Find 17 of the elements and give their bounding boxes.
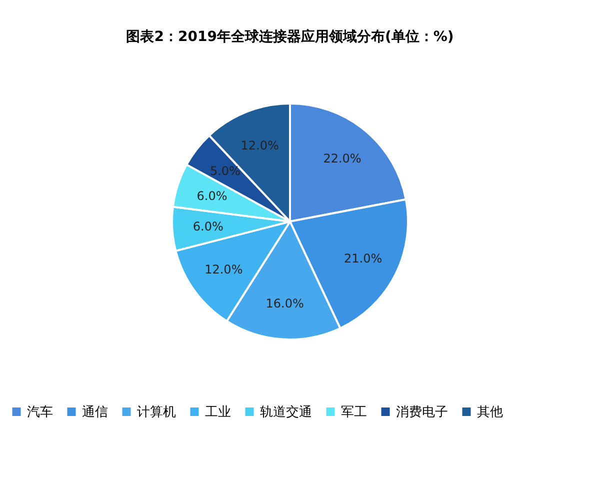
legend-label: 消费电子 xyxy=(396,404,448,420)
legend-label: 汽车 xyxy=(27,404,53,420)
data-label: 6.0% xyxy=(192,220,224,234)
data-label: 21.0% xyxy=(344,252,382,266)
data-label: 16.0% xyxy=(266,296,304,310)
legend-label: 工业 xyxy=(205,404,231,420)
data-label: 12.0% xyxy=(240,138,279,152)
legend-label: 军工 xyxy=(341,404,367,420)
legend-label: 通信 xyxy=(82,404,108,420)
data-label: 5.0% xyxy=(210,164,240,178)
data-label: 22.0% xyxy=(323,151,362,166)
legend-label: 其他 xyxy=(477,404,503,420)
chart-title: 图表2：2019年全球连接器应用领域分布(单位：%) xyxy=(126,28,454,45)
legend-label: 计算机 xyxy=(137,404,176,420)
data-label: 6.0% xyxy=(196,189,228,204)
data-label: 12.0% xyxy=(204,262,243,277)
legend-label: 轨道交通 xyxy=(260,404,312,420)
